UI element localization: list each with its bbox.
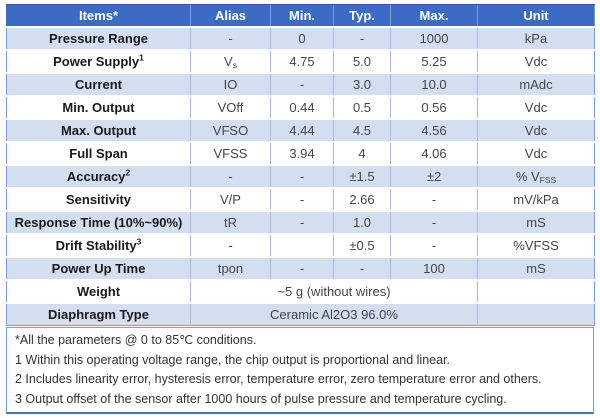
- item-cell: Weight: [6, 279, 191, 303]
- item-cell: Full Span: [6, 141, 191, 165]
- alias-cell: VFSO: [190, 118, 271, 142]
- unit-cell: mS: [477, 210, 595, 234]
- table-row: Response Time (10%~90%) tR -1.0- mS: [6, 210, 595, 234]
- table-row: Diaphragm Type Ceramic Al2O3 96.0%: [6, 302, 595, 326]
- min-cell: 4.75: [270, 49, 334, 73]
- max-cell: -: [390, 187, 478, 211]
- unit-cell: Vdc: [477, 95, 595, 119]
- table-row: Drift Stability3- ±0.5- %VFSS: [6, 233, 595, 257]
- min-cell: 0: [270, 26, 334, 50]
- max-cell: 0.56: [390, 95, 478, 119]
- typ-cell: 3.0: [333, 72, 391, 96]
- unit-cell: mV/kPa: [477, 187, 595, 211]
- item-cell: Max. Output: [6, 118, 191, 142]
- max-cell: -: [390, 210, 478, 234]
- alias-cell: VFSS: [190, 141, 271, 165]
- max-cell: 4.06: [390, 141, 478, 165]
- item-cell: Power Supply1: [6, 49, 191, 73]
- unit-cell: Vdc: [477, 141, 595, 165]
- footnote-3: 3 Output offset of the sensor after 1000…: [15, 391, 507, 406]
- table-row: Pressure Range -0-1000 kPa: [6, 26, 595, 50]
- item-cell: Power Up Time: [6, 256, 191, 280]
- item-cell: Response Time (10%~90%): [6, 210, 191, 234]
- col-header-typ: Typ.: [333, 4, 391, 28]
- footnote-1: 1 Within this operating voltage range, t…: [15, 352, 450, 367]
- table-row: Accuracy2- - ±1.5 ±2% VFSS: [6, 164, 595, 188]
- table-row: Current IO -3.0 10.0 mAdc: [6, 72, 595, 96]
- typ-cell: -: [333, 256, 391, 280]
- unit-cell: [477, 279, 595, 303]
- unit-cell: Vdc: [477, 49, 595, 73]
- typ-cell: 4: [333, 141, 391, 165]
- item-cell: Pressure Range: [6, 26, 191, 50]
- typ-cell: 5.0: [333, 49, 391, 73]
- item-cell: Diaphragm Type: [6, 302, 191, 326]
- max-cell: ±2: [390, 164, 478, 188]
- footnote-2: 2 Includes linearity error, hysteresis e…: [15, 372, 542, 386]
- min-cell: -: [270, 72, 334, 96]
- min-cell: -: [270, 187, 334, 211]
- typ-cell: ±1.5: [333, 164, 391, 188]
- unit-cell: kPa: [477, 26, 595, 50]
- table-row: Full Span VFSS 3.94 4 4.06 Vdc: [6, 141, 595, 165]
- min-cell: 3.94: [270, 141, 334, 165]
- min-cell: [270, 233, 334, 257]
- unit-cell: Vdc: [477, 118, 595, 142]
- min-cell: -: [270, 256, 334, 280]
- item-cell: Accuracy2: [6, 164, 191, 188]
- alias-cell: -: [190, 164, 271, 188]
- alias-cell: VOff: [190, 95, 271, 119]
- max-cell: -: [390, 233, 478, 257]
- col-header-unit: Unit: [477, 4, 595, 28]
- footnote-conditions: *All the parameters @ 0 to 85℃ condition…: [15, 333, 257, 347]
- typ-cell: 0.5: [333, 95, 391, 119]
- alias-cell: tpon: [190, 256, 271, 280]
- alias-cell: -: [190, 233, 271, 257]
- alias-cell: IO: [190, 72, 271, 96]
- item-cell: Min. Output: [6, 95, 191, 119]
- typ-cell: -: [333, 26, 391, 50]
- unit-cell: mAdc: [477, 72, 595, 96]
- min-cell: 4.44: [270, 118, 334, 142]
- table-row: Max. Output VFSO 4.44 4.5 4.56 Vdc: [6, 118, 595, 142]
- min-cell: -: [270, 210, 334, 234]
- spec-table: Items* Alias Min. Typ. Max. Unit Pressur…: [6, 4, 595, 326]
- typ-cell: 4.5: [333, 118, 391, 142]
- unit-cell: % VFSS: [477, 164, 595, 188]
- col-header-items: Items*: [6, 4, 191, 28]
- unit-cell: %VFSS: [477, 233, 595, 257]
- header-row: Items* Alias Min. Typ. Max. Unit: [6, 4, 595, 28]
- max-cell: 10.0: [390, 72, 478, 96]
- alias-cell: tR: [190, 210, 271, 234]
- span-value-cell: Ceramic Al2O3 96.0%: [190, 302, 478, 326]
- col-header-min: Min.: [270, 4, 334, 28]
- col-header-alias: Alias: [190, 4, 271, 28]
- typ-cell: 2.66: [333, 187, 391, 211]
- typ-cell: 1.0: [333, 210, 391, 234]
- table-row: Sensitivity V/P -2.66- mV/kPa: [6, 187, 595, 211]
- alias-cell: Vs: [190, 49, 271, 73]
- unit-cell: mS: [477, 256, 595, 280]
- span-value-cell: ~5 g (without wires): [190, 279, 478, 303]
- table-row: Min. Output VOff 0.44 0.5 0.56 Vdc: [6, 95, 595, 119]
- table-row: Power Supply1 Vs 4.75 5.0 5.25 Vdc: [6, 49, 595, 73]
- max-cell: 5.25: [390, 49, 478, 73]
- max-cell: 100: [390, 256, 478, 280]
- col-header-max: Max.: [390, 4, 478, 28]
- item-cell: Sensitivity: [6, 187, 191, 211]
- table-row: Weight ~5 g (without wires): [6, 279, 595, 303]
- table-row: Power Up Time tpon - -100 mS: [6, 256, 595, 280]
- max-cell: 4.56: [390, 118, 478, 142]
- min-cell: 0.44: [270, 95, 334, 119]
- typ-cell: ±0.5: [333, 233, 391, 257]
- unit-cell: [477, 302, 595, 326]
- alias-cell: -: [190, 26, 271, 50]
- max-cell: 1000: [390, 26, 478, 50]
- footnotes-box: *All the parameters @ 0 to 85℃ condition…: [6, 327, 594, 414]
- item-cell: Drift Stability3: [6, 233, 191, 257]
- item-cell: Current: [6, 72, 191, 96]
- alias-cell: V/P: [190, 187, 271, 211]
- min-cell: -: [270, 164, 334, 188]
